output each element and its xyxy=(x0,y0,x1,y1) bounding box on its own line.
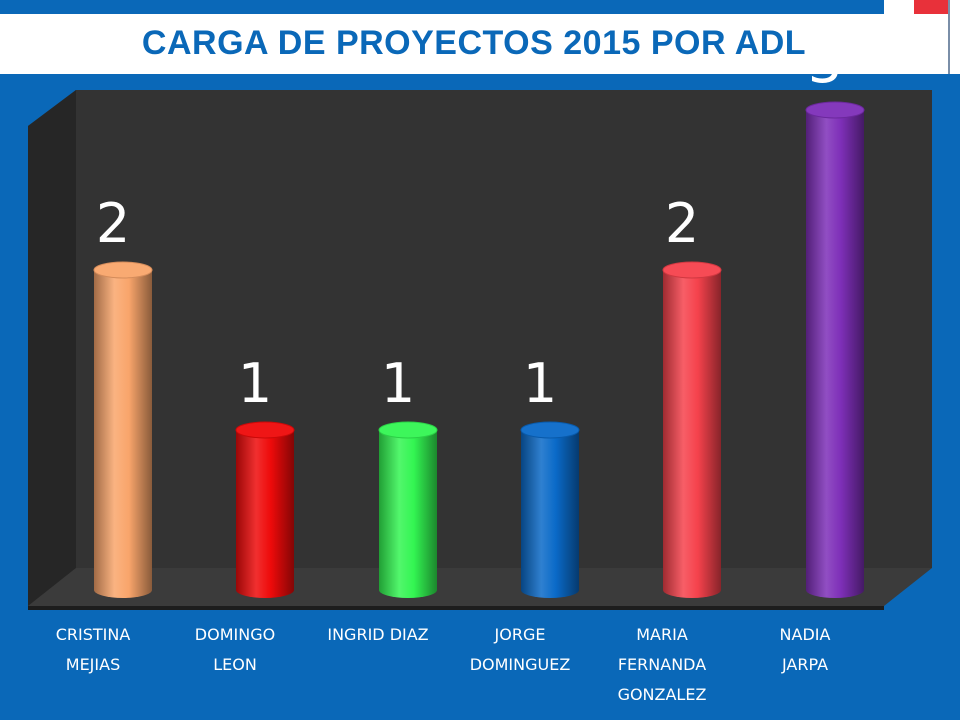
bar-body-4 xyxy=(663,270,721,598)
category-label-5: NADIA JARPA xyxy=(779,625,831,674)
plot-side-wall xyxy=(28,90,76,606)
data-label-0: 2 xyxy=(96,192,130,255)
category-label-1: DOMINGO LEON xyxy=(194,625,276,674)
bars-group xyxy=(93,101,865,598)
bar-4 xyxy=(662,261,722,598)
data-label-4: 2 xyxy=(665,192,699,255)
category-label-0: CRISTINA MEJIAS xyxy=(55,625,131,674)
data-labels-group: 2 1 1 1 2 3 xyxy=(96,32,842,415)
bar-0 xyxy=(93,261,153,598)
data-label-5: 3 xyxy=(808,32,842,95)
bar-5 xyxy=(805,101,865,598)
bar-body-1 xyxy=(236,430,294,598)
category-label-3: JORGE DOMINGUEZ xyxy=(469,625,571,674)
plot-area xyxy=(28,90,932,610)
data-label-1: 1 xyxy=(238,352,272,415)
bar-cap-4 xyxy=(662,261,722,279)
plot-back-wall xyxy=(28,90,932,606)
bar-cap-2 xyxy=(378,421,438,439)
data-label-3: 1 xyxy=(523,352,557,415)
bar-1 xyxy=(235,421,295,598)
chart-title: CARGA DE PROYECTOS 2015 POR ADL xyxy=(141,24,807,62)
corner-accent-red xyxy=(914,0,948,14)
plot-floor xyxy=(28,568,932,606)
data-label-2: 1 xyxy=(381,352,415,415)
bar-body-5 xyxy=(806,110,864,598)
bar-body-3 xyxy=(521,430,579,598)
bar-cap-3 xyxy=(520,421,580,439)
plot-floor-edge xyxy=(28,606,884,610)
corner-accent-white xyxy=(884,0,914,14)
bar-body-2 xyxy=(379,430,437,598)
bar-cap-0 xyxy=(93,261,153,279)
bar-cap-5 xyxy=(805,101,865,119)
category-label-4: MARIA FERNANDA GONZALEZ xyxy=(617,625,707,704)
corner-accent-right xyxy=(948,0,960,74)
category-label-2: INGRID DIAZ xyxy=(327,625,429,644)
bar-cap-1 xyxy=(235,421,295,439)
top-strip xyxy=(0,0,884,14)
bar-body-0 xyxy=(94,270,152,598)
title-band xyxy=(0,14,948,74)
bar-2 xyxy=(378,421,438,598)
bar-3 xyxy=(520,421,580,598)
